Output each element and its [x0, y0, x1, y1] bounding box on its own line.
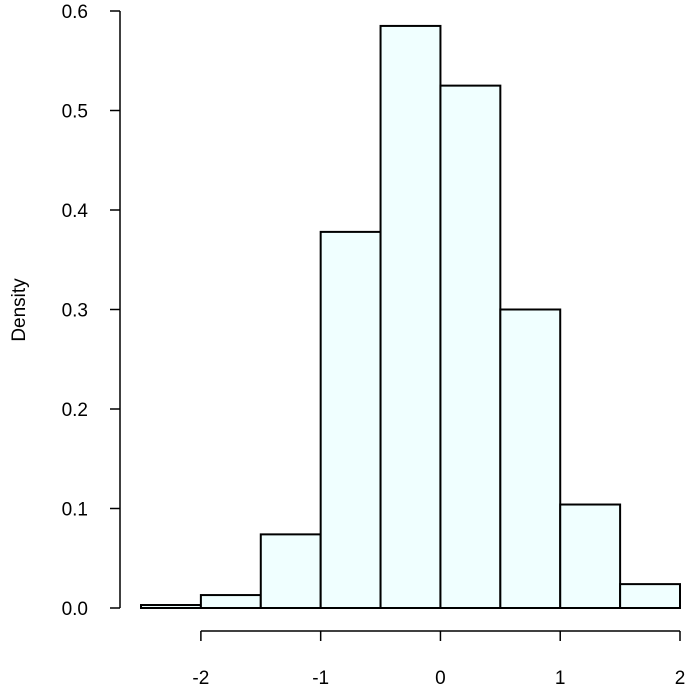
y-axis: 0.0 0.1 0.2 0.3 0.4 0.5 0.6	[62, 2, 121, 620]
histogram-bars	[140, 24, 681, 610]
histogram-bar	[379, 24, 442, 610]
histogram-bar	[619, 583, 681, 609]
y-tick-label: 0.5	[62, 102, 88, 123]
y-tick-label: 0.1	[62, 500, 88, 521]
y-tick-label: 0.4	[62, 201, 89, 222]
x-tick-label: 1	[555, 668, 566, 689]
histogram-bar	[439, 84, 502, 609]
histogram-bar	[199, 594, 262, 610]
y-axis-label: Density	[9, 278, 30, 342]
y-tick-label: 0.2	[62, 400, 88, 421]
histogram-bar	[140, 604, 202, 610]
y-tick-label: 0.6	[62, 2, 88, 23]
histogram-bar	[499, 308, 562, 609]
x-axis: -2 -1 0 1 2	[192, 630, 686, 689]
x-tick-label: -2	[192, 668, 209, 689]
histogram-bar	[259, 533, 322, 609]
histogram-bar	[319, 230, 382, 609]
histogram-bar	[559, 503, 622, 609]
x-tick-label: 0	[435, 668, 446, 689]
x-tick-label: -1	[312, 668, 329, 689]
x-tick-label: 2	[675, 668, 686, 689]
y-tick-label: 0.0	[62, 599, 88, 620]
y-tick-label: 0.3	[62, 301, 88, 322]
